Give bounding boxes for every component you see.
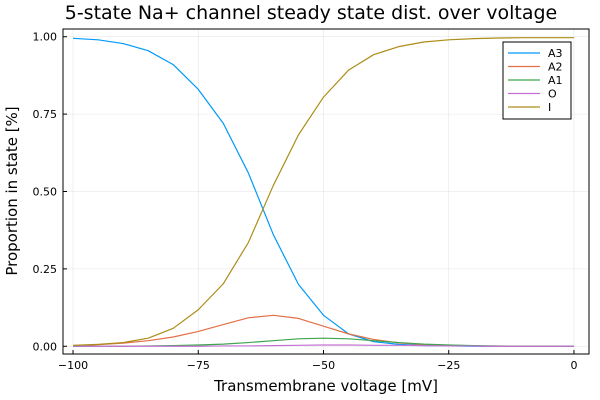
legend-label-a1: A1 bbox=[548, 74, 563, 87]
y-tick-label: 0.50 bbox=[33, 186, 58, 199]
legend-label-a3: A3 bbox=[548, 47, 563, 60]
legend-label-o: O bbox=[548, 88, 557, 101]
x-tick-label: −100 bbox=[58, 359, 88, 372]
y-tick-label: 1.00 bbox=[33, 31, 58, 44]
chart-title: 5-state Na+ channel steady state dist. o… bbox=[65, 2, 558, 24]
series-line-i bbox=[72, 37, 574, 346]
x-tick-label: 0 bbox=[570, 359, 577, 372]
y-tick-label: 0.75 bbox=[33, 108, 58, 121]
legend-label-a2: A2 bbox=[548, 61, 563, 74]
x-tick-label: −75 bbox=[187, 359, 210, 372]
legend-label-i: I bbox=[548, 101, 551, 114]
y-axis-label: Proportion in state [%] bbox=[3, 106, 21, 275]
series-line-o bbox=[73, 344, 574, 347]
x-tick-label: −50 bbox=[312, 359, 335, 372]
y-tick-label: 0.25 bbox=[33, 263, 58, 276]
x-axis-label: Transmembrane voltage [mV] bbox=[213, 377, 438, 395]
y-tick-label: 0.00 bbox=[33, 340, 58, 353]
series-lines bbox=[72, 37, 574, 347]
axis-ticks: −100 −75 −50 −25 0 0.00 0.25 0.50 0.75 1.00 bbox=[33, 31, 578, 372]
x-tick-label: −25 bbox=[437, 359, 460, 372]
